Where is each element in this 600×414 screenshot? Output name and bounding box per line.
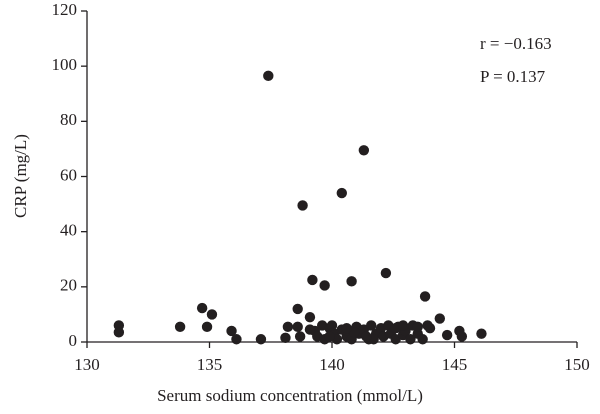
point: [397, 320, 409, 331]
x-tick-label: 145: [442, 355, 468, 374]
point: [405, 334, 416, 345]
point: [201, 321, 213, 333]
y-tick-label: 80: [60, 110, 77, 129]
point: [292, 321, 303, 333]
point: [417, 334, 428, 345]
y-axis-label: CRP (mg/L): [11, 134, 30, 218]
point: [282, 321, 294, 333]
point: [263, 70, 274, 82]
point: [424, 323, 436, 334]
point: [292, 303, 303, 315]
point: [304, 311, 316, 323]
point: [361, 331, 372, 342]
annotation: r = −0.163: [480, 34, 552, 53]
y-tick-label: 120: [52, 0, 78, 19]
point: [307, 274, 318, 286]
point: [280, 332, 291, 344]
point: [174, 321, 186, 333]
x-tick-label: 130: [74, 355, 100, 374]
point: [434, 313, 445, 324]
point: [336, 187, 347, 199]
point: [366, 320, 377, 331]
point: [341, 323, 352, 334]
x-tick-label: 140: [319, 355, 345, 374]
point: [412, 321, 423, 333]
point: [196, 302, 208, 314]
point: [231, 334, 242, 345]
point: [226, 325, 237, 337]
y-tick-label: 60: [60, 165, 77, 184]
annotation: P = 0.137: [480, 67, 546, 86]
point: [113, 327, 125, 338]
point: [456, 331, 468, 342]
point: [304, 324, 316, 335]
x-axis-label: Serum sodium concentration (mmol/L): [157, 386, 423, 405]
point: [206, 309, 218, 320]
x-tick-label: 150: [564, 355, 590, 374]
point: [419, 291, 431, 302]
y-tick-label: 20: [60, 276, 77, 295]
y-tick-label: 0: [69, 331, 78, 350]
point: [346, 276, 357, 287]
point: [380, 267, 392, 279]
x-tick-label: 135: [197, 355, 223, 374]
point: [326, 320, 338, 331]
y-tick-label: 100: [52, 55, 78, 74]
point: [294, 331, 306, 342]
point: [358, 145, 370, 156]
point: [476, 328, 487, 339]
y-tick-label: 40: [60, 221, 77, 240]
point: [319, 280, 330, 291]
point: [324, 331, 335, 342]
point: [297, 200, 308, 211]
point: [441, 329, 453, 341]
point: [255, 334, 267, 345]
